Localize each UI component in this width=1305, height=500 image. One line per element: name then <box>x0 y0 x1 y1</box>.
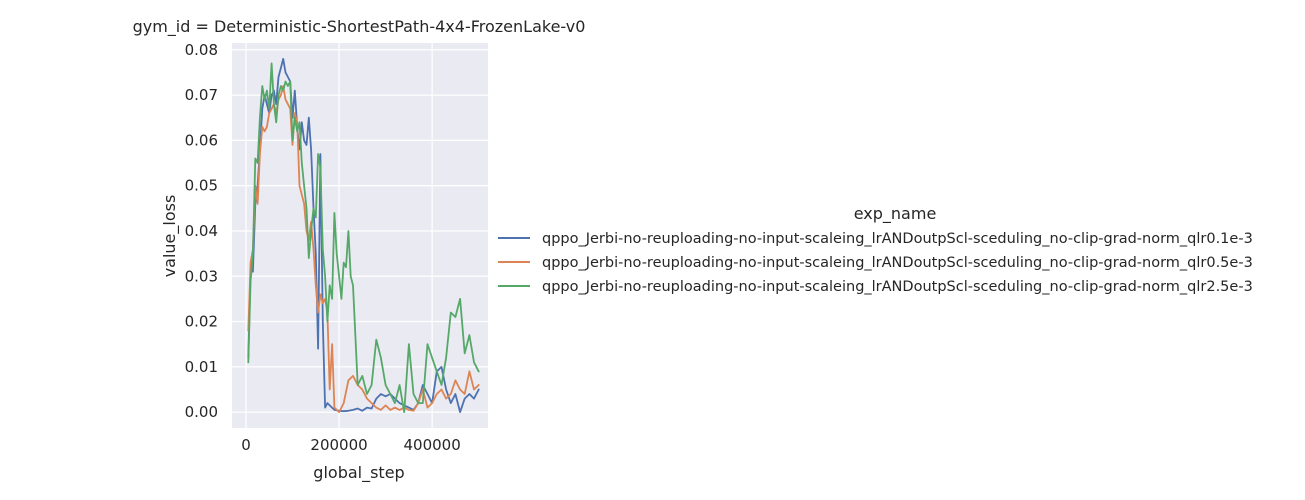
series-line-2 <box>247 62 480 414</box>
y-tick-label: 0.00 <box>185 403 218 421</box>
y-tick-label: 0.04 <box>185 222 218 240</box>
y-tick-label: 0.06 <box>185 131 218 149</box>
tick-labels: 0.00 0.01 0.02 0.03 0.04 0.05 0.06 0.07 0.08 0 200… <box>185 41 461 454</box>
x-tick-label: 200000 <box>310 436 367 454</box>
legend-label-2: qppo_Jerbi-no-reuploading-no-input-scale… <box>542 279 1253 295</box>
series-line-0 <box>247 58 480 414</box>
y-tick-label: 0.07 <box>185 86 218 104</box>
panel-title: gym_id = Deterministic-ShortestPath-4x4-… <box>133 17 586 37</box>
y-tick-label: 0.02 <box>185 313 218 331</box>
y-tick-label: 0.05 <box>185 177 218 195</box>
y-tick-label: 0.08 <box>185 41 218 59</box>
y-tick-label: 0.01 <box>185 358 218 376</box>
y-axis-title: value_loss <box>160 195 180 278</box>
legend: exp_name qppo_Jerbi-no-reuploading-no-in… <box>498 204 1253 295</box>
legend-label-1: qppo_Jerbi-no-reuploading-no-input-scale… <box>542 255 1253 271</box>
x-tick-label: 400000 <box>404 436 461 454</box>
x-axis-title: global_step <box>313 463 404 483</box>
x-tick-label: 0 <box>241 436 251 454</box>
legend-title: exp_name <box>854 204 937 224</box>
legend-items: qppo_Jerbi-no-reuploading-no-input-scale… <box>498 231 1253 295</box>
series-lines <box>247 58 480 414</box>
y-tick-label: 0.03 <box>185 267 218 285</box>
legend-label-0: qppo_Jerbi-no-reuploading-no-input-scale… <box>542 231 1253 247</box>
